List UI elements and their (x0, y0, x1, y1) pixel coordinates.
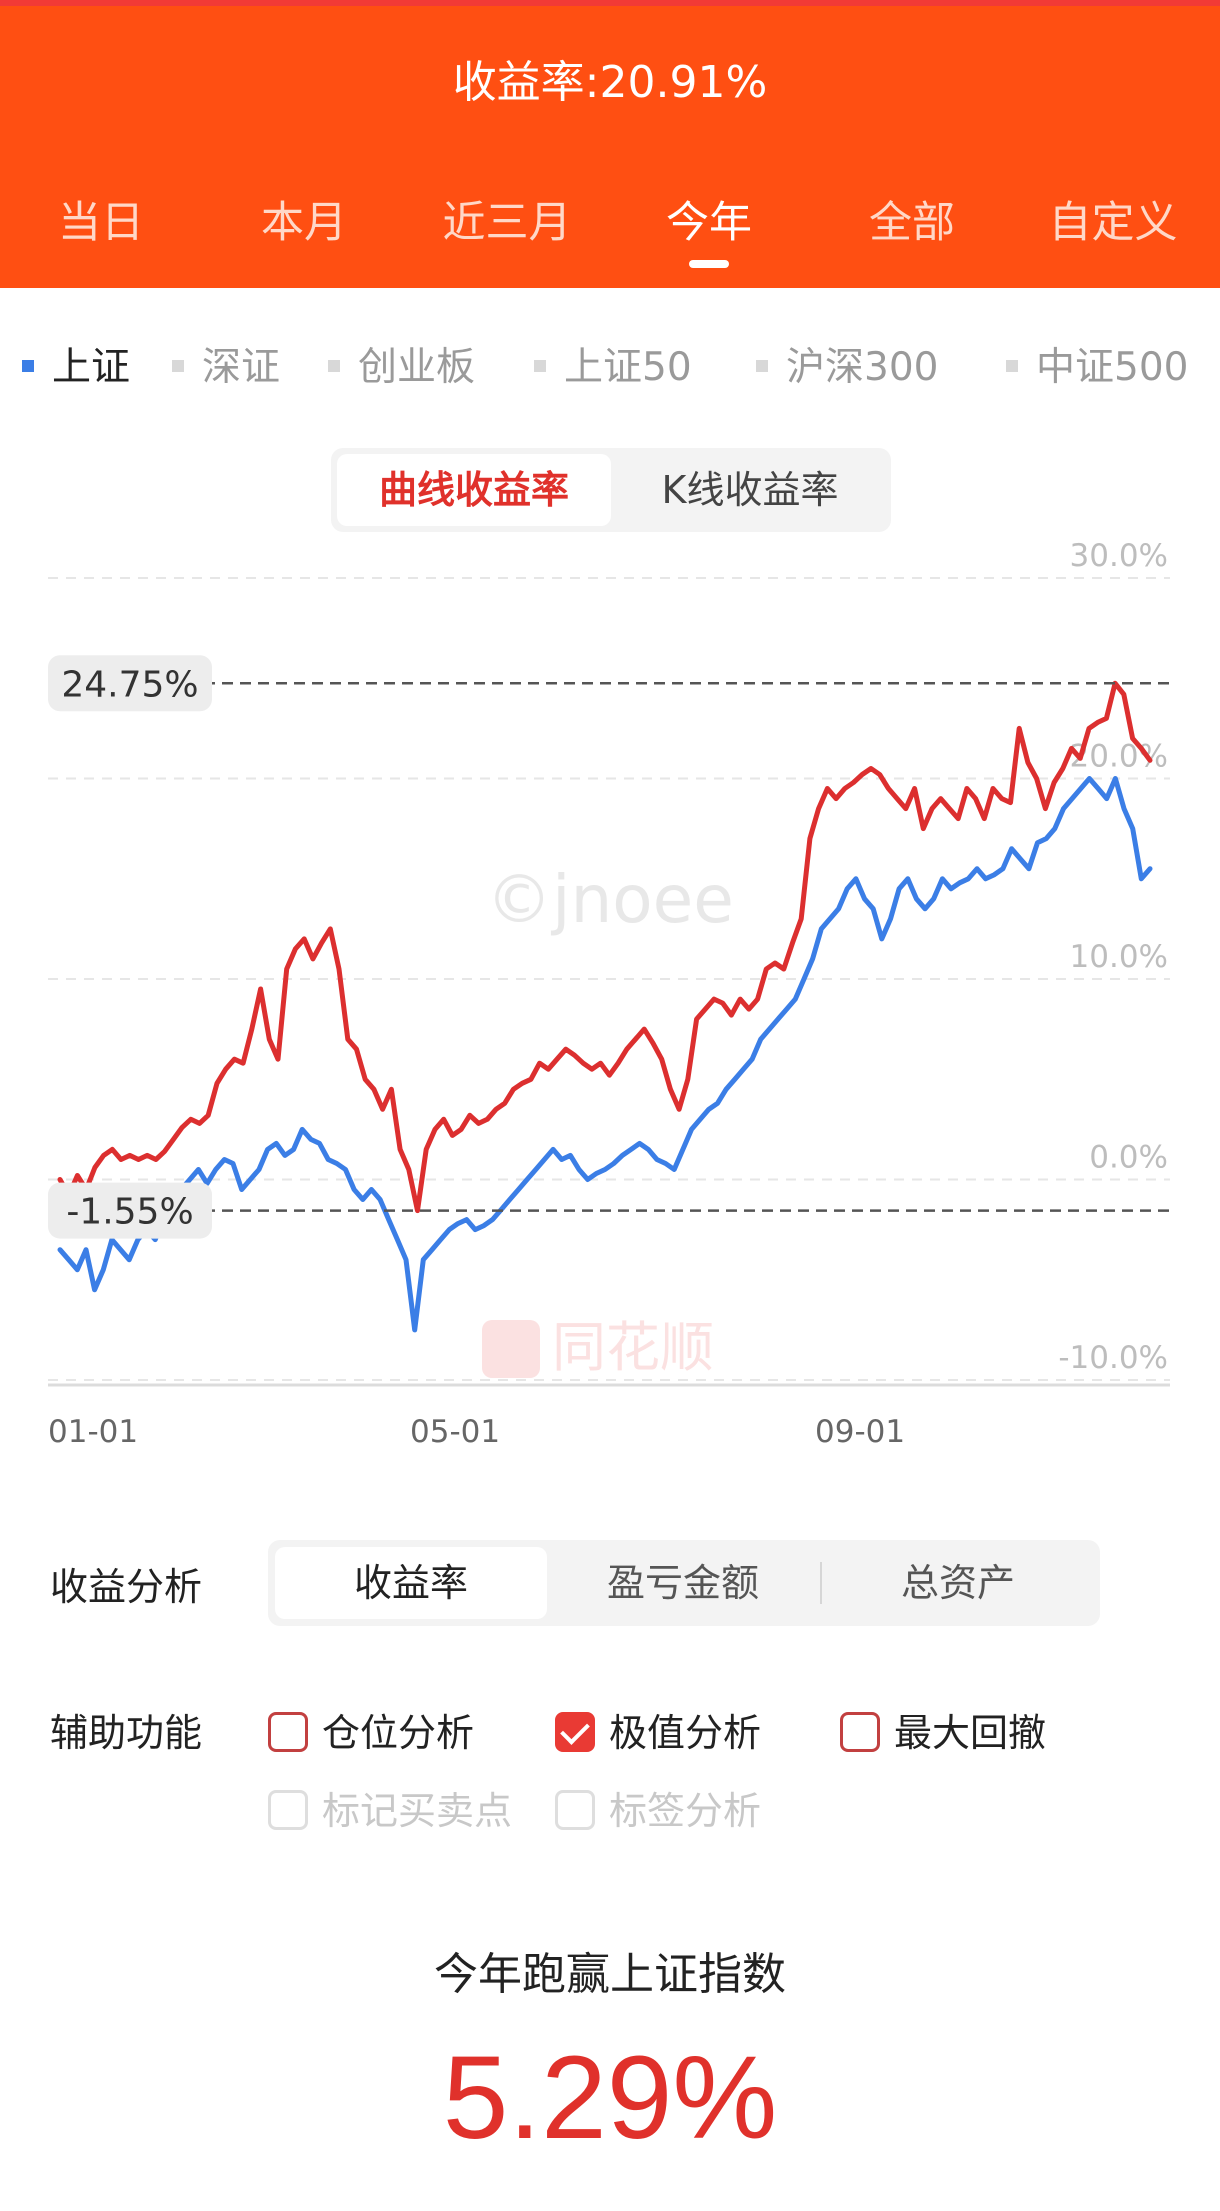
benchmark-chinext[interactable]: 创业板 (328, 336, 475, 390)
x-tick-label: 05-01 (410, 1414, 500, 1450)
legend-square-icon (172, 359, 184, 372)
extreme-badge (48, 655, 212, 712)
checkbox-label: 极值分析 (609, 1711, 762, 1755)
legend-square-icon (534, 359, 546, 372)
checkbox-icon (268, 1711, 308, 1752)
auxiliary-label: 辅助功能 (50, 1711, 203, 1755)
benchmark-label: 上证 (52, 345, 131, 390)
yield-title: 收益率:20.91% (452, 57, 768, 108)
extreme-analysis-checkbox[interactable]: 极值分析 (555, 1702, 761, 1757)
benchmark-sse50[interactable]: 上证50 (534, 336, 692, 390)
checkbox-label: 标签分析 (609, 1789, 762, 1833)
x-tick-label: 09-01 (815, 1414, 905, 1450)
y-tick-label: 10.0% (1070, 939, 1168, 975)
checkbox-icon (555, 1789, 595, 1830)
red-series-line (57, 680, 1153, 1214)
position-analysis-checkbox[interactable]: 仓位分析 (268, 1702, 474, 1757)
checkbox-label: 最大回撤 (894, 1711, 1047, 1755)
watermark-ths: 同花顺 (552, 1316, 714, 1379)
ths-watermark: 同花顺 (482, 1316, 714, 1379)
extreme-badge (48, 1182, 212, 1239)
kline-yield-button[interactable]: K线收益率 (661, 468, 839, 512)
checkbox-icon (840, 1711, 880, 1752)
tab-today[interactable]: 当日 (58, 198, 144, 248)
benchmark-shanghai[interactable]: 上证 (22, 336, 130, 390)
legend-square-icon (756, 359, 768, 372)
ths-logo-icon (482, 1320, 540, 1378)
yield-chart: 30.0%20.0%10.0%0.0%-10.0% ©jnoee 同花顺 24.… (48, 538, 1170, 1450)
benchmark-label: 沪深300 (786, 345, 939, 390)
header: 收益率:20.91% (0, 6, 1220, 288)
benchmark-csi300[interactable]: 沪深300 (756, 336, 938, 390)
chart-type-toggle: 曲线收益率 K线收益率 (331, 448, 891, 532)
legend-square-icon (22, 359, 34, 372)
benchmark-label: 上证50 (564, 345, 692, 390)
tag-analysis-checkbox: 标签分析 (555, 1780, 761, 1835)
watermark-jnoee: ©jnoee (486, 861, 734, 938)
analysis-toggle: 收益率 盈亏金额 总资产 (268, 1540, 1100, 1626)
analysis-label: 收益分析 (50, 1565, 203, 1609)
outperform-value: 5.29% (442, 2032, 778, 2164)
min-value-label: -1.55% (66, 1192, 193, 1233)
tab-all[interactable]: 全部 (869, 198, 955, 248)
segment-divider (820, 1562, 822, 1604)
mark-trades-checkbox: 标记买卖点 (268, 1780, 512, 1835)
benchmark-label: 创业板 (358, 345, 476, 390)
checkbox-checked-icon (555, 1711, 595, 1752)
tab-three-months[interactable]: 近三月 (442, 198, 572, 248)
benchmark-label: 中证500 (1036, 345, 1189, 390)
y-tick-label: -10.0% (1058, 1340, 1168, 1376)
max-value-label: 24.75% (61, 664, 198, 705)
analysis-pnl-button[interactable]: 盈亏金额 (606, 1561, 759, 1605)
benchmark-csi500[interactable]: 中证500 (1006, 336, 1188, 390)
blue-series-line (57, 776, 1153, 1333)
tab-this-month[interactable]: 本月 (261, 198, 347, 248)
active-tab-indicator (689, 260, 729, 268)
top-accent-line (0, 0, 1220, 6)
analysis-assets-button[interactable]: 总资产 (900, 1561, 1015, 1605)
benchmark-shenzhen[interactable]: 深证 (172, 336, 280, 390)
legend-square-icon (1006, 359, 1018, 372)
checkbox-icon (268, 1789, 308, 1830)
benchmark-label: 深证 (202, 345, 281, 390)
max-drawdown-checkbox[interactable]: 最大回撤 (840, 1702, 1046, 1757)
legend-square-icon (328, 359, 340, 372)
curve-yield-button[interactable]: 曲线收益率 (337, 454, 611, 526)
y-tick-label: 30.0% (1070, 538, 1168, 574)
analysis-yield-button[interactable]: 收益率 (275, 1547, 547, 1619)
period-tabs: 当日 本月 近三月 今年 全部 自定义 (0, 188, 1220, 248)
outperform-label: 今年跑赢上证指数 (434, 1949, 786, 2000)
x-tick-label: 01-01 (48, 1414, 138, 1450)
checkbox-label: 标记买卖点 (322, 1789, 513, 1833)
checkbox-label: 仓位分析 (322, 1711, 475, 1755)
tab-custom[interactable]: 自定义 (1048, 198, 1178, 248)
tab-this-year[interactable]: 今年 (666, 198, 752, 248)
y-tick-label: 0.0% (1089, 1140, 1168, 1176)
